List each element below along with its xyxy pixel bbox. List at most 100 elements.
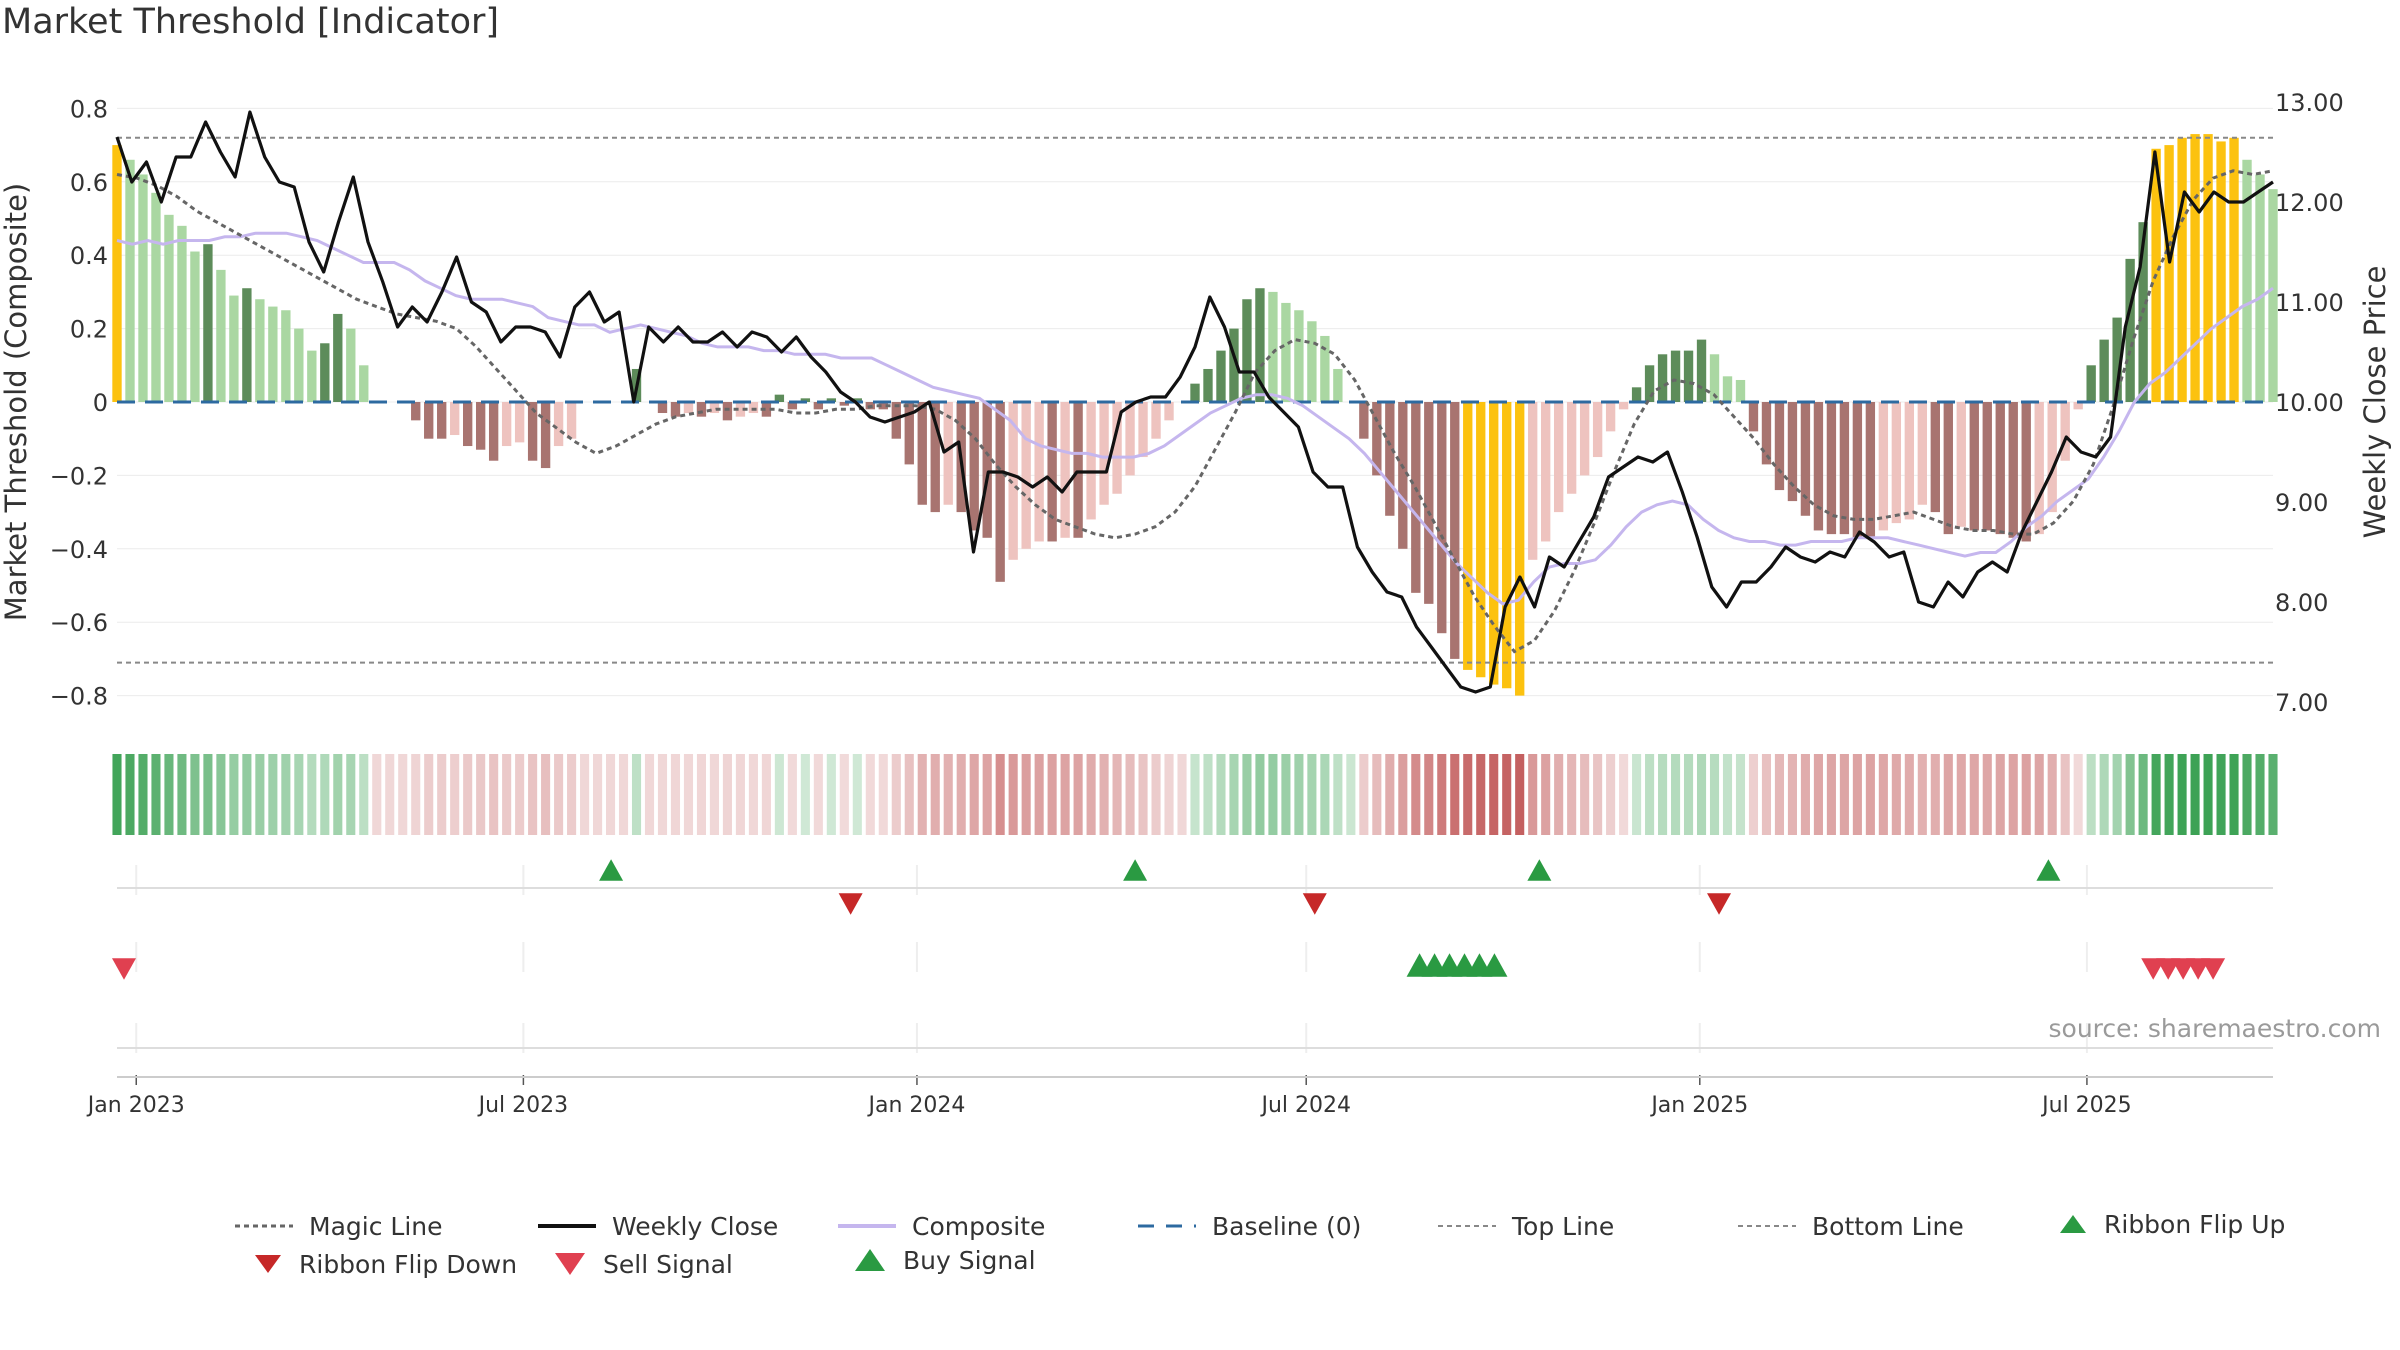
legend-magic-line[interactable]: Magic Line [235,1208,443,1244]
histogram-bar [1904,402,1915,520]
histogram-bar [1398,402,1408,549]
ribbon-cell [839,754,849,835]
histogram-bar [878,402,888,410]
dotted-grey-line-icon [1438,1225,1496,1227]
histogram-bar [1424,402,1434,604]
histogram-bar [112,145,122,402]
ribbon-cell [294,754,304,835]
ribbon-cell [346,754,356,835]
ribbon-cell [1502,754,1512,835]
ribbon-cell [1696,754,1707,835]
ribbon-cell [1320,754,1330,835]
ribbon-cell [398,754,408,835]
ribbon-flip-up-marker [1123,859,1148,881]
ribbon-cell [813,754,823,835]
ribbon-cell [528,754,538,835]
histogram-bar [2203,134,2213,402]
ribbon-cell [112,754,122,835]
histogram-bar [2190,134,2200,402]
histogram-bar [1476,402,1486,678]
ribbon-cell [1774,754,1785,835]
histogram-bar [1268,291,1278,402]
histogram-bar [2112,317,2122,402]
histogram-bar [969,402,979,531]
histogram-bar [2242,159,2252,402]
y-tick-label-left: 0.2 [70,316,108,344]
ribbon-cell [1268,754,1278,835]
histogram-bar [1917,402,1928,505]
histogram-bar [1255,288,1265,402]
ribbon-cell [1865,754,1875,835]
y-tick-label-left: 0.8 [70,95,108,123]
histogram-bar [1190,383,1200,402]
ribbon-flip-up-marker [2036,859,2061,881]
ribbon-cell [320,754,330,835]
legend-top-line[interactable]: Top Line [1438,1208,1614,1244]
legend-label: Baseline (0) [1212,1211,1362,1241]
ribbon-cell [722,754,732,835]
histogram-bar [216,269,226,402]
legend-bottom-line[interactable]: Bottom Line [1738,1208,1964,1244]
ribbon-cell [593,754,603,835]
histogram-bar [1800,402,1811,516]
ribbon-cell [1956,754,1966,835]
ribbon-cell [1969,754,1979,835]
ribbon-cell [164,754,174,835]
histogram-bar [2177,137,2187,402]
ribbon-cell [1515,754,1525,835]
ribbon-cell [463,754,473,835]
y-tick-label-left: −0.6 [50,609,108,637]
ribbon-cell [1619,754,1629,835]
ribbon-cell [450,754,460,835]
ribbon-cell [1398,754,1408,835]
legend-composite[interactable]: Composite [838,1208,1045,1244]
triangle-up-green-icon [855,1249,885,1271]
histogram-bar [424,402,434,439]
histogram-bar [657,402,668,414]
histogram-bar [138,174,148,402]
ribbon-cell [177,754,187,835]
ribbon-cell [1346,754,1356,835]
ribbon-cell [683,754,694,835]
ribbon-cell [2021,754,2031,835]
histogram-bar [1528,402,1538,560]
ribbon-cell [424,754,434,835]
ribbon-cell [1177,754,1187,835]
histogram-bar [450,402,460,436]
legend-weekly-close[interactable]: Weekly Close [538,1208,778,1244]
y-tick-label-left: −0.2 [50,462,108,490]
ribbon-cell [359,754,369,835]
ribbon-cell [1800,754,1810,835]
ribbon-cell [190,754,200,835]
legend-sell-signal[interactable]: Sell Signal [553,1246,733,1282]
ribbon-flip-down-marker [838,893,863,915]
legend-label: Composite [912,1211,1046,1241]
ribbon-cell [151,754,161,835]
histogram-bar [930,402,940,513]
legend-label: Sell Signal [603,1249,733,1279]
ribbon-cell [1125,754,1135,835]
ribbon-cell [1748,754,1759,835]
ribbon-cell [1658,754,1668,835]
histogram-bar [1125,402,1135,476]
histogram-bar [774,394,785,402]
histogram-bar [1735,379,1746,402]
legend-ribbon-flip-down[interactable]: Ribbon Flip Down [253,1246,517,1282]
histogram-bar [307,350,317,402]
ribbon-cell [255,754,265,835]
ribbon-cell [1073,754,1083,835]
ribbon-cell [411,754,421,835]
ribbon-cell [2216,754,2226,835]
legend-label: Magic Line [309,1211,443,1241]
histogram-bar [1774,402,1785,491]
histogram-bar [1099,402,1109,505]
histogram-bar [1995,402,2005,535]
ribbon-cell [995,754,1005,835]
ribbon-cell [1567,754,1577,835]
dashed-line-icon [1138,1224,1196,1228]
legend-buy-signal[interactable]: Buy Signal [853,1242,1036,1278]
legend-baseline[interactable]: Baseline (0) [1138,1208,1361,1244]
legend-ribbon-flip-up[interactable]: Ribbon Flip Up [2058,1206,2285,1242]
histogram-bar [1865,402,1876,538]
